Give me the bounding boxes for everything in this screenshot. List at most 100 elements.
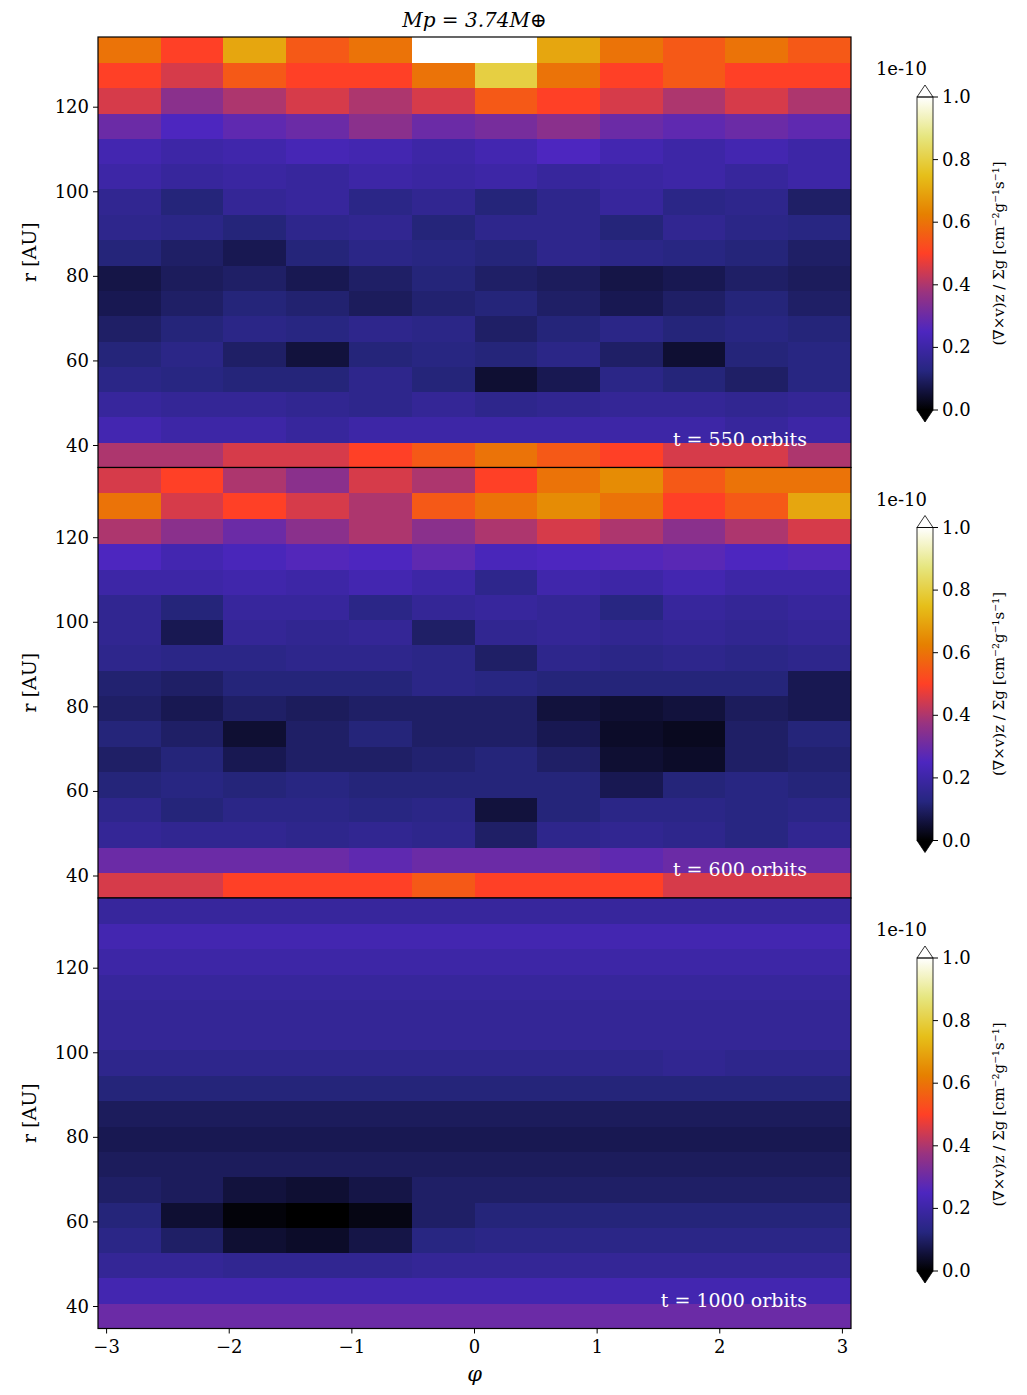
cell [349, 1075, 412, 1101]
cell [98, 138, 161, 164]
cell [349, 822, 412, 848]
y-tick [93, 276, 98, 277]
annotation: t = 550 orbits [673, 428, 807, 450]
cell [98, 1075, 161, 1101]
y-tick-label: 120 [55, 96, 89, 117]
cell [537, 999, 600, 1025]
cell [412, 1126, 475, 1152]
cell [286, 417, 349, 443]
cell [537, 1278, 600, 1304]
y-tick [93, 622, 98, 623]
colorbar-label: (∇×v)z / Σg [cm⁻²g⁻¹s⁻¹] [990, 161, 1008, 345]
cell [788, 544, 851, 570]
cell [286, 949, 349, 975]
cell [475, 1126, 538, 1152]
cell [223, 797, 286, 823]
y-tick-label: 100 [55, 611, 89, 632]
y-tick-label: 100 [55, 181, 89, 202]
cell [475, 974, 538, 1000]
cell [223, 113, 286, 139]
cell [286, 1075, 349, 1101]
cell [475, 999, 538, 1025]
cell [725, 1126, 788, 1152]
cell [788, 1227, 851, 1253]
cell [663, 898, 726, 924]
cell [788, 138, 851, 164]
cell [537, 797, 600, 823]
cell [663, 1151, 726, 1177]
cell [98, 746, 161, 772]
cell [98, 290, 161, 316]
cell [788, 1024, 851, 1050]
cell [663, 797, 726, 823]
cell [412, 1075, 475, 1101]
colorbar-tick-label: 0.2 [942, 1197, 971, 1218]
y-tick [93, 1137, 98, 1138]
colorbar-tick-label: 0.6 [942, 642, 971, 663]
cell [161, 847, 224, 873]
cell [161, 695, 224, 721]
cell [663, 746, 726, 772]
cell [600, 468, 663, 494]
cell [161, 442, 224, 467]
cell [412, 594, 475, 620]
cell [600, 822, 663, 848]
cell [725, 949, 788, 975]
cell [223, 898, 286, 924]
cell [537, 619, 600, 645]
cell [98, 37, 161, 63]
colorbar-frame [917, 97, 933, 410]
cell [475, 1101, 538, 1127]
cell [475, 544, 538, 570]
cell [537, 974, 600, 1000]
y-tick [93, 876, 98, 877]
cell [663, 594, 726, 620]
cell [412, 214, 475, 240]
colorbar-tick [933, 777, 938, 778]
cell [475, 873, 538, 898]
cell [663, 949, 726, 975]
cell [98, 316, 161, 342]
cell [600, 265, 663, 291]
cell [475, 822, 538, 848]
y-tick-label: 100 [55, 1042, 89, 1063]
cell [663, 923, 726, 949]
cell [98, 594, 161, 620]
cell [412, 1024, 475, 1050]
colorbar-tick [933, 958, 938, 959]
cell [725, 113, 788, 139]
colorbar-tick [933, 222, 938, 223]
cell [349, 949, 412, 975]
cell [788, 88, 851, 114]
cell [412, 391, 475, 417]
frame [98, 468, 851, 899]
cell [161, 189, 224, 215]
cell [286, 1151, 349, 1177]
colorbar-multiplier: 1e-10 [876, 58, 927, 79]
y-tick [93, 968, 98, 969]
cell [600, 1024, 663, 1050]
cell [98, 898, 161, 924]
cell [663, 366, 726, 392]
colorbar-tick [933, 347, 938, 348]
cell [537, 417, 600, 443]
cell [349, 316, 412, 342]
cell [223, 1278, 286, 1304]
cell [725, 366, 788, 392]
cell [161, 746, 224, 772]
cell [98, 1024, 161, 1050]
cell [537, 62, 600, 88]
heatmap-cells [98, 898, 851, 1329]
cell [600, 1303, 663, 1328]
cell [98, 822, 161, 848]
cell [788, 1151, 851, 1177]
y-tick-label: 40 [66, 1296, 89, 1317]
cell [663, 1024, 726, 1050]
cell [537, 138, 600, 164]
cell [600, 391, 663, 417]
x-tick-label: 3 [837, 1336, 848, 1357]
x-tick [229, 1329, 230, 1334]
cell [475, 1278, 538, 1304]
cell [475, 746, 538, 772]
cell [98, 493, 161, 519]
